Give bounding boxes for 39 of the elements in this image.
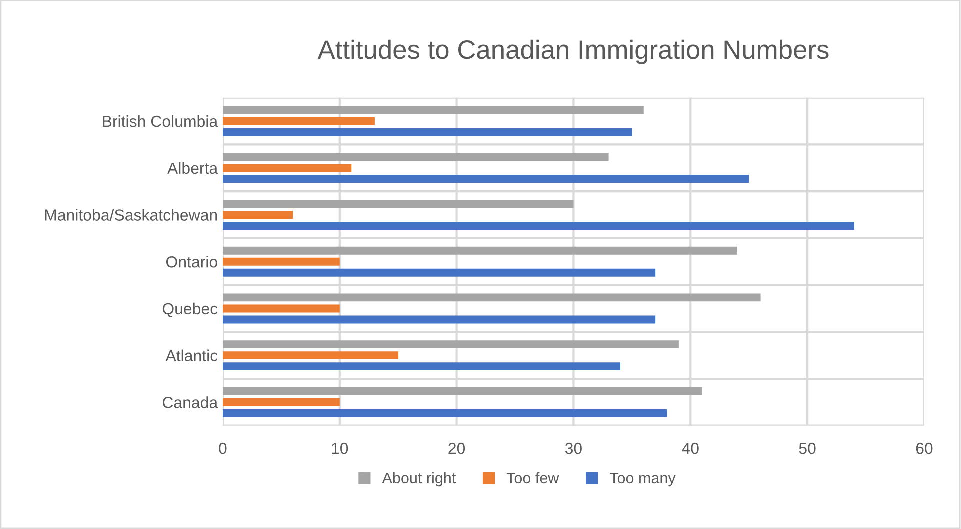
legend-label: About right [382,472,456,487]
bar [222,211,294,219]
y-tick-label: Alberta [168,162,218,174]
bar [222,294,761,302]
y-tick-label: Canada [162,396,218,408]
y-tick-label: Atlantic [166,350,218,362]
bar [222,222,854,230]
bar [222,153,609,162]
y-tick-label: British Columbia [103,116,218,128]
legend-label: Too few [506,472,560,484]
bar [222,200,574,208]
bar [222,246,738,255]
x-tick-label: 10 [332,442,348,454]
bar [222,316,656,324]
bar [222,352,398,360]
x-tick-label: 40 [682,442,699,454]
bar [222,304,340,313]
x-tick-label: 50 [799,442,816,454]
bar [222,387,702,396]
y-tick-label: Manitoba/Saskatchewan [45,209,218,221]
bar [222,106,644,114]
bar [222,128,632,136]
chart-title: Attitudes to Canadian Immigration Numbers [318,40,829,64]
bar [222,340,679,349]
x-tick-label: 60 [916,442,933,454]
bar [222,175,750,184]
x-tick-label: 20 [448,442,466,454]
x-tick-label: 0 [219,442,227,454]
bar [222,398,340,406]
bar [222,409,668,418]
bar [222,258,340,266]
bar [222,362,620,371]
legend-label: Too many [610,472,676,487]
x-tick-label: 30 [565,442,582,454]
y-tick-label: Quebec [162,302,218,318]
bar [222,164,352,172]
bar [222,268,656,277]
bar [222,117,375,126]
y-tick-label: Ontario [166,256,218,268]
